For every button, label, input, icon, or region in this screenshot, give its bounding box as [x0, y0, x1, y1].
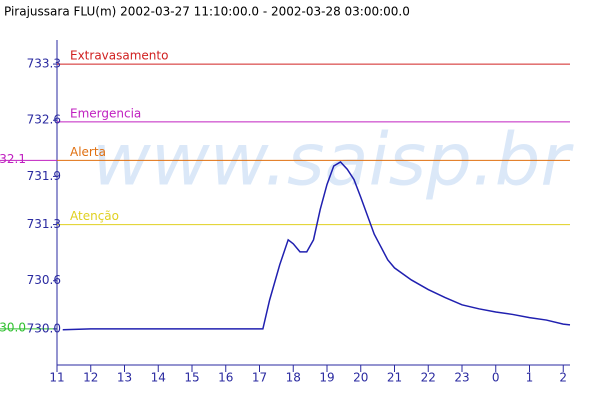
x-tick-label: 0 [492, 371, 500, 385]
level-label: 732.1 [0, 152, 26, 166]
threshold-label: Emergencia [70, 106, 141, 120]
threshold-label: Alerta [70, 145, 106, 159]
x-tick-label: 15 [184, 371, 199, 385]
data-line [62, 161, 571, 331]
x-tick-label: 22 [421, 371, 436, 385]
x-tick-label: 21 [387, 371, 402, 385]
y-tick-label: 731.9 [27, 169, 61, 183]
x-tick-label: 13 [117, 371, 132, 385]
x-tick-label: 23 [454, 371, 469, 385]
y-tick-label: 731.3 [27, 217, 61, 231]
x-tick-label: 14 [151, 371, 166, 385]
level-label: 730.0 [0, 320, 26, 334]
x-tick-label: 17 [252, 371, 267, 385]
x-tick-label: 20 [353, 371, 368, 385]
x-tick-label: 19 [319, 371, 334, 385]
y-tick-label: 733.3 [27, 57, 61, 71]
watermark: www.saisp.br [92, 118, 574, 202]
threshold-label: Atenção [70, 209, 119, 223]
y-tick-label: 730.0 [27, 321, 61, 335]
x-tick-label: 18 [286, 371, 301, 385]
x-tick-label: 12 [83, 371, 98, 385]
y-tick-label: 730.6 [27, 273, 61, 287]
threshold-label: Extravasamento [70, 49, 168, 63]
y-tick-label: 732.6 [27, 113, 61, 127]
x-tick-label: 1 [526, 371, 534, 385]
x-tick-label: 2 [559, 371, 567, 385]
chart-title: Pirajussara FLU(m) 2002-03-27 11:10:00.0… [4, 5, 410, 19]
x-tick-label: 16 [218, 371, 233, 385]
x-tick-label: 11 [49, 371, 64, 385]
